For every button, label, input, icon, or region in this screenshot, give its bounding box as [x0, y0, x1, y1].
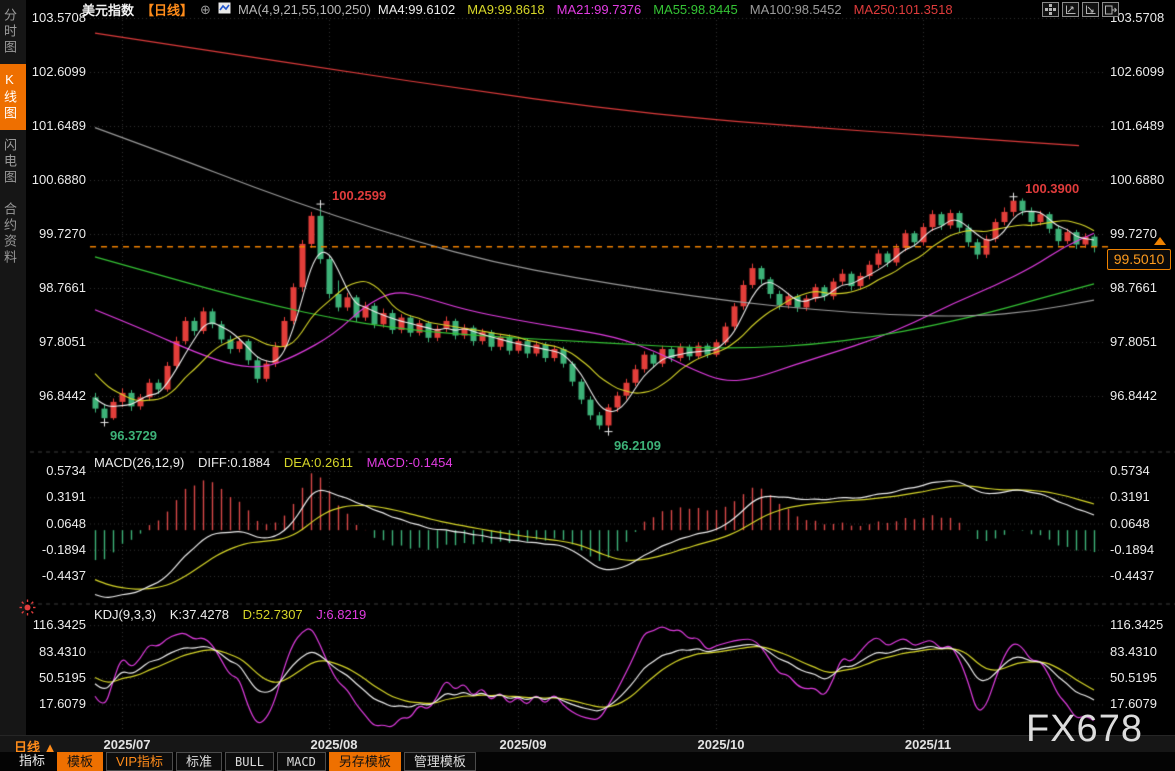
panel-expand-icon[interactable] [1102, 2, 1119, 17]
sidebar-item-K线图[interactable]: K线图 [0, 64, 26, 130]
price-axis-label: 99.7270 [39, 226, 86, 241]
chart-toolbar [1042, 2, 1119, 17]
ma-value-label: MA21:99.7376 [556, 2, 642, 17]
kdj-d-value: D:52.7307 [242, 607, 303, 622]
ma-params-label: MA(4,9,21,55,100,250) [237, 2, 371, 17]
price-up-arrow-icon [1154, 237, 1166, 245]
annotation-100.3900: 100.3900 [1025, 180, 1080, 196]
kdj-axis-label: 50.5195 [1110, 669, 1157, 685]
price-axis-label: 100.6880 [1110, 171, 1165, 187]
tab-另存模板[interactable]: 另存模板 [328, 752, 401, 771]
kdj-param-label: KDJ(9,3,3) [94, 607, 157, 622]
annotation-96.3729: 96.3729 [110, 428, 157, 444]
macd-axis-label: 0.5734 [46, 463, 86, 478]
kdj-header: KDJ(9,3,3) K:37.4278 D:52.7307 J:6.8219 [94, 607, 376, 622]
ma-value-label: MA55:98.8445 [653, 2, 738, 17]
macd-axis-label: 0.5734 [1110, 463, 1150, 478]
price-axis-label: 102.6099 [1110, 63, 1165, 79]
tab-模板[interactable]: 模板 [57, 752, 104, 771]
price-axis-label: 100.6880 [31, 171, 86, 187]
macd-param-label: MACD(26,12,9) [94, 455, 185, 470]
axis-scale-right-icon[interactable] [1082, 2, 1099, 17]
kdj-k-value: K:37.4278 [169, 607, 230, 622]
kdj-axis-label: 17.6079 [1110, 696, 1157, 712]
kdj-axis-label: 83.4310 [1110, 643, 1157, 659]
symbol-title: 美元指数 [82, 3, 135, 18]
macd-axis-label: -0.1894 [41, 541, 86, 557]
price-axis-label: 103.5708 [1110, 9, 1165, 25]
ma-value-label: MA100:98.5452 [749, 2, 842, 17]
tab-标准[interactable]: 标准 [176, 752, 223, 771]
add-indicator-icon[interactable]: ⊕ [200, 1, 211, 17]
date-label-2025/09: 2025/09 [499, 737, 547, 752]
kdj-axis-label: 17.6079 [39, 696, 86, 712]
tab-MACD[interactable]: MACD [276, 752, 326, 771]
price-axis-label: 97.8051 [1110, 334, 1157, 349]
sidebar-item-分时图[interactable]: 分时图 [2, 8, 17, 56]
macd-axis-label: -0.4437 [1110, 567, 1155, 583]
macd-axis-label: 0.0648 [46, 515, 86, 531]
macd-axis-label: 0.3191 [1110, 489, 1150, 505]
alert-burst-icon[interactable] [19, 599, 36, 621]
price-axis-label: 101.6489 [31, 117, 86, 133]
period-selector[interactable]: 日线 ▲ [14, 740, 57, 755]
bottom-tab-bar: 指标 模板 VIP指标 标准 BULL MACD 另存模板 管理模板 [0, 752, 1175, 771]
macd-dea-value: DEA:0.2611 [283, 455, 353, 470]
tab-VIP指标[interactable]: VIP指标 [106, 752, 173, 771]
sidebar: 分时图 K线图闪电图合约资料 [0, 0, 27, 735]
ma-value-label: MA9:99.8618 [467, 2, 545, 17]
macd-header: MACD(26,12,9) DIFF:0.1884 DEA:0.2611 MAC… [94, 455, 463, 470]
kdj-j-value: J:6.8219 [316, 607, 367, 622]
price-axis-label: 99.7270 [1110, 226, 1157, 241]
price-axis-label: 98.7661 [1110, 280, 1157, 295]
timeline-bar: 日线 ▲ 2025/07 2025/08 2025/09 2025/10 2025/11 [0, 735, 1175, 755]
date-label-2025/08: 2025/08 [310, 737, 358, 752]
tab-管理模板[interactable]: 管理模板 [403, 752, 476, 771]
tab-指标[interactable]: 指标 [19, 753, 46, 768]
ma-value-label: MA4:99.6102 [377, 2, 456, 17]
fx678-watermark: FX678 [1026, 708, 1143, 750]
price-axis-label: 103.5708 [31, 9, 86, 25]
macd-axis-label: 0.3191 [46, 489, 86, 505]
ma-values: MA4:99.6102 MA9:99.8618 MA21:99.7376 MA55:9… [378, 2, 965, 17]
macd-axis-label: 0.0648 [1110, 515, 1150, 531]
sidebar-item-合约资料[interactable]: 合约资料 [2, 202, 17, 266]
macd-value: MACD:-0.1454 [366, 455, 453, 470]
kdj-axis-label: 50.5195 [39, 669, 86, 685]
annotation-96.2109: 96.2109 [614, 437, 661, 453]
tab-BULL[interactable]: BULL [225, 752, 274, 771]
current-price-tag: 99.5010 [1107, 249, 1171, 270]
date-label-2025/07: 2025/07 [103, 737, 151, 752]
sidebar-item-闪电图[interactable]: 闪电图 [2, 138, 17, 186]
layout-grid-icon[interactable] [1042, 2, 1059, 17]
macd-axis-label: -0.1894 [1110, 541, 1155, 557]
price-axis-label: 96.8442 [39, 388, 86, 403]
title-bar: 美元指数 【日线】 ⊕ MA(4,9,21,55,100,250) MA4:99… [82, 1, 965, 19]
kdj-axis-label: 83.4310 [39, 643, 86, 659]
price-axis-label: 96.8442 [1110, 388, 1157, 403]
axis-scale-left-icon[interactable] [1062, 2, 1079, 17]
ma-indicator-icon[interactable] [218, 2, 231, 17]
date-label-2025/11: 2025/11 [904, 737, 952, 752]
price-axis-label: 102.6099 [31, 63, 86, 79]
macd-diff-value: DIFF:0.1884 [197, 455, 271, 470]
date-label-2025/10: 2025/10 [697, 737, 745, 752]
annotation-100.2599: 100.2599 [332, 188, 387, 204]
price-axis-label: 101.6489 [1110, 117, 1165, 133]
macd-axis-label: -0.4437 [41, 567, 86, 583]
period-tag: 【日线】 [141, 3, 194, 18]
kdj-axis-label: 116.3425 [1110, 617, 1164, 633]
ma-value-label: MA250:101.3518 [853, 2, 953, 17]
kdj-axis-label: 116.3425 [32, 617, 86, 633]
price-axis-label: 97.8051 [39, 334, 86, 349]
price-axis-label: 98.7661 [39, 280, 86, 295]
